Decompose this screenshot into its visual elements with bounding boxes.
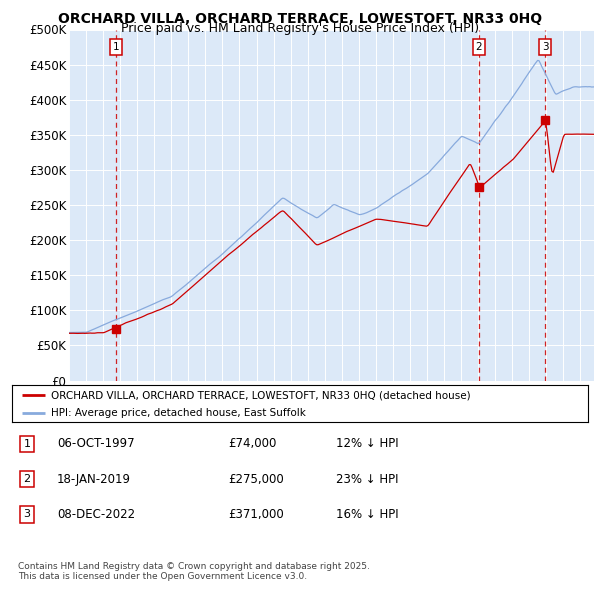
Text: £275,000: £275,000	[228, 473, 284, 486]
Text: ORCHARD VILLA, ORCHARD TERRACE, LOWESTOFT, NR33 0HQ: ORCHARD VILLA, ORCHARD TERRACE, LOWESTOF…	[58, 12, 542, 26]
Text: 18-JAN-2019: 18-JAN-2019	[57, 473, 131, 486]
Text: 3: 3	[23, 510, 31, 519]
Text: 06-OCT-1997: 06-OCT-1997	[57, 437, 134, 450]
Text: 16% ↓ HPI: 16% ↓ HPI	[336, 508, 398, 521]
Text: 23% ↓ HPI: 23% ↓ HPI	[336, 473, 398, 486]
Text: 1: 1	[23, 439, 31, 448]
Text: 08-DEC-2022: 08-DEC-2022	[57, 508, 135, 521]
Text: 1: 1	[113, 42, 119, 52]
Text: ORCHARD VILLA, ORCHARD TERRACE, LOWESTOFT, NR33 0HQ (detached house): ORCHARD VILLA, ORCHARD TERRACE, LOWESTOF…	[51, 390, 471, 400]
Text: £371,000: £371,000	[228, 508, 284, 521]
Text: 3: 3	[542, 42, 548, 52]
Text: 12% ↓ HPI: 12% ↓ HPI	[336, 437, 398, 450]
Text: 2: 2	[23, 474, 31, 484]
Text: £74,000: £74,000	[228, 437, 277, 450]
Text: 2: 2	[476, 42, 482, 52]
Text: Contains HM Land Registry data © Crown copyright and database right 2025.
This d: Contains HM Land Registry data © Crown c…	[18, 562, 370, 581]
Text: HPI: Average price, detached house, East Suffolk: HPI: Average price, detached house, East…	[51, 408, 306, 418]
Text: Price paid vs. HM Land Registry's House Price Index (HPI): Price paid vs. HM Land Registry's House …	[121, 22, 479, 35]
